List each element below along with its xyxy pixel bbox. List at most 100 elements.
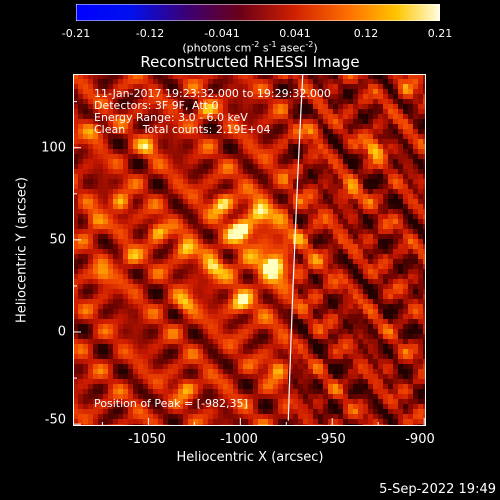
- heatmap-cell: [418, 334, 424, 340]
- heatmap-cell: [243, 354, 249, 360]
- heatmap-cell: [93, 369, 99, 375]
- heatmap-cell: [208, 289, 214, 295]
- heatmap-cell: [263, 189, 269, 195]
- heatmap-cell: [338, 279, 344, 285]
- heatmap-cell: [123, 159, 129, 165]
- heatmap-cell: [298, 354, 304, 360]
- heatmap-cell: [373, 414, 379, 420]
- heatmap-cell: [363, 89, 369, 95]
- heatmap-cell: [263, 274, 269, 280]
- heatmap-cell: [118, 384, 124, 390]
- heatmap-cell: [423, 74, 426, 80]
- heatmap-cell: [378, 319, 384, 325]
- heatmap-cell: [148, 234, 154, 240]
- heatmap-cell: [353, 239, 359, 245]
- heatmap-cell: [343, 319, 349, 325]
- heatmap-cell: [158, 354, 164, 360]
- heatmap-cell: [93, 209, 99, 215]
- heatmap-cell: [108, 264, 114, 270]
- heatmap-cell: [188, 214, 194, 220]
- heatmap-cell: [348, 169, 354, 175]
- heatmap-cell: [93, 299, 99, 305]
- heatmap-cell: [383, 129, 389, 135]
- heatmap-cell: [208, 284, 214, 290]
- heatmap-cell: [133, 304, 139, 310]
- heatmap-cell: [383, 334, 389, 340]
- heatmap-cell: [408, 259, 414, 265]
- heatmap-cell: [418, 204, 424, 210]
- heatmap-cell: [178, 354, 184, 360]
- heatmap-cell: [383, 284, 389, 290]
- heatmap-cell: [343, 379, 349, 385]
- heatmap-cell: [123, 359, 129, 365]
- heatmap-cell: [208, 389, 214, 395]
- heatmap-cell: [173, 244, 179, 250]
- heatmap-cell: [183, 204, 189, 210]
- heatmap-cell: [153, 329, 159, 335]
- heatmap-cell: [228, 119, 234, 125]
- heatmap-cell: [353, 349, 359, 355]
- heatmap-cell: [168, 404, 174, 410]
- heatmap-cell: [418, 244, 424, 250]
- heatmap-cell: [158, 334, 164, 340]
- heatmap-cell: [268, 219, 274, 225]
- heatmap-cell: [203, 299, 209, 305]
- heatmap-cell: [83, 394, 89, 400]
- heatmap-cell: [358, 364, 364, 370]
- heatmap-cell: [228, 114, 234, 120]
- heatmap-cell: [183, 149, 189, 155]
- heatmap-cell: [158, 179, 164, 185]
- heatmap-cell: [293, 269, 299, 275]
- heatmap-cell: [173, 404, 179, 410]
- heatmap-cell: [128, 254, 134, 260]
- heatmap-cell: [288, 309, 294, 315]
- heatmap-cell: [333, 284, 339, 290]
- heatmap-cell: [198, 244, 204, 250]
- heatmap-cell: [358, 269, 364, 275]
- heatmap-cell: [233, 369, 239, 375]
- heatmap-cell: [248, 259, 254, 265]
- heatmap-cell: [318, 79, 324, 85]
- heatmap-cell: [318, 409, 324, 415]
- heatmap-cell: [218, 414, 224, 420]
- heatmap-cell: [333, 414, 339, 420]
- heatmap-cell: [358, 209, 364, 215]
- heatmap-cell: [83, 104, 89, 110]
- heatmap-cell: [298, 169, 304, 175]
- heatmap-cell: [208, 164, 214, 170]
- heatmap-cell: [243, 164, 249, 170]
- heatmap-cell: [333, 254, 339, 260]
- heatmap-cell: [78, 94, 84, 100]
- heatmap-cell: [283, 234, 289, 240]
- heatmap-cell: [88, 394, 94, 400]
- heatmap-cell: [98, 284, 104, 290]
- heatmap-cell: [128, 99, 134, 105]
- heatmap-cell: [158, 109, 164, 115]
- heatmap-cell: [393, 289, 399, 295]
- heatmap-cell: [293, 79, 299, 85]
- heatmap-cell: [208, 304, 214, 310]
- heatmap-cell: [108, 374, 114, 380]
- heatmap-cell: [163, 404, 169, 410]
- heatmap-cell: [93, 269, 99, 275]
- heatmap-cell: [98, 214, 104, 220]
- heatmap-cell: [198, 124, 204, 130]
- heatmap-cell: [128, 344, 134, 350]
- heatmap-cell: [288, 234, 294, 240]
- heatmap-cell: [358, 379, 364, 385]
- heatmap-cell: [363, 239, 369, 245]
- heatmap-cell: [223, 79, 229, 85]
- heatmap-cell: [128, 229, 134, 235]
- heatmap-cell: [188, 109, 194, 115]
- heatmap-cell: [188, 299, 194, 305]
- heatmap-cell: [83, 379, 89, 385]
- heatmap-cell: [323, 99, 329, 105]
- heatmap-cell: [298, 129, 304, 135]
- heatmap-cell: [243, 214, 249, 220]
- heatmap-cell: [198, 284, 204, 290]
- heatmap-cell: [418, 129, 424, 135]
- heatmap-cell: [323, 204, 329, 210]
- heatmap-cell: [378, 149, 384, 155]
- heatmap-cell: [108, 399, 114, 405]
- heatmap-cell: [383, 409, 389, 415]
